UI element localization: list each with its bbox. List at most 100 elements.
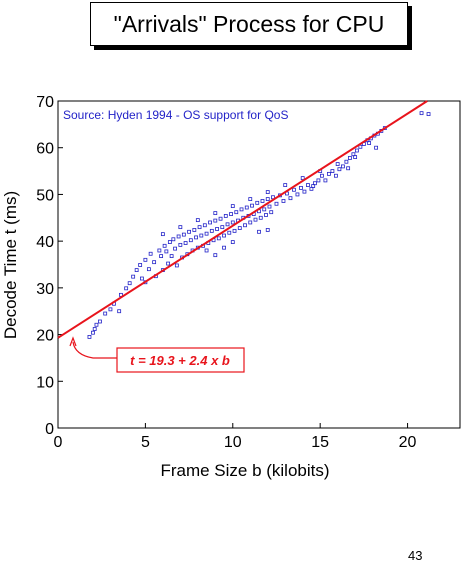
data-point: [340, 164, 345, 169]
data-point: [230, 240, 235, 244]
fit-equation-annotation: t = 19.3 + 2.4 x b: [69, 336, 245, 373]
data-point: [173, 246, 178, 251]
data-point: [195, 218, 200, 223]
data-point: [346, 166, 351, 171]
data-point: [92, 327, 97, 331]
x-axis-label: Frame Size b (kilobits): [160, 461, 329, 480]
x-tick-label: 0: [54, 434, 63, 451]
data-point: [281, 199, 286, 203]
data-point: [265, 197, 270, 202]
x-tick-label: 5: [141, 434, 150, 451]
y-tick-label: 20: [36, 328, 54, 345]
data-point: [316, 178, 321, 183]
data-point: [232, 228, 237, 233]
data-point: [353, 155, 358, 159]
data-point: [181, 232, 186, 237]
fit-line: [57, 100, 428, 339]
slide-title: "Arrivals" Process for CPU: [90, 2, 408, 46]
data-points: [87, 111, 431, 339]
y-tick-label: 30: [36, 281, 54, 298]
fit-equation-box: [116, 347, 245, 373]
data-point: [216, 236, 221, 241]
data-point: [267, 204, 272, 209]
data-point: [204, 231, 209, 236]
data-point: [159, 254, 164, 258]
data-point: [335, 162, 340, 166]
data-point: [250, 203, 254, 208]
data-point: [337, 167, 342, 172]
data-point: [98, 319, 102, 324]
data-point: [255, 200, 260, 205]
data-point: [300, 176, 305, 180]
data-point: [230, 204, 235, 209]
data-point: [87, 335, 92, 339]
data-point: [167, 240, 172, 244]
data-point: [171, 237, 176, 242]
data-point: [131, 274, 136, 279]
data-point: [292, 187, 296, 192]
data-point: [222, 233, 226, 238]
data-point: [426, 112, 431, 116]
y-tick-label: 0: [45, 421, 54, 438]
data-point: [237, 226, 242, 230]
data-point: [208, 220, 212, 225]
data-point: [138, 263, 143, 267]
x-tick-label: 15: [311, 434, 329, 451]
annotation-arrowhead: [69, 336, 77, 347]
data-point: [117, 309, 122, 314]
data-point: [306, 183, 310, 187]
data-point: [166, 261, 171, 266]
data-point: [169, 254, 174, 258]
data-point: [197, 225, 202, 230]
y-tick-label: 70: [36, 94, 54, 111]
data-point: [327, 171, 331, 176]
data-point: [94, 322, 99, 327]
data-point: [262, 207, 267, 212]
data-point: [265, 228, 270, 232]
data-point: [229, 212, 233, 216]
data-point: [218, 216, 223, 221]
data-point: [264, 213, 268, 217]
y-tick-label: 60: [36, 141, 54, 158]
data-point: [176, 234, 181, 239]
data-point: [274, 201, 279, 206]
data-point: [330, 169, 335, 173]
fit-line-group: [57, 100, 428, 339]
data-point: [257, 229, 261, 234]
data-point: [178, 242, 183, 247]
data-point: [265, 190, 270, 194]
annotation-leader-line: [72, 341, 117, 359]
data-point: [323, 178, 328, 183]
data-point: [227, 230, 232, 235]
data-point: [334, 173, 338, 178]
chart-axes: 0 5 10 15 20 0 10 20 30 40 50 60 70: [36, 94, 461, 451]
y-tick-label: 40: [36, 234, 54, 251]
y-tick-label: 10: [36, 374, 54, 391]
x-tick-label: 20: [399, 434, 417, 451]
data-point: [225, 222, 230, 227]
data-point: [234, 210, 239, 215]
data-point: [302, 189, 307, 194]
data-point: [103, 311, 108, 316]
data-point: [134, 268, 139, 273]
page-number: 43: [408, 548, 423, 563]
y-axis-label: Decode Time t (ms): [1, 191, 20, 339]
data-point: [162, 243, 167, 248]
data-point: [194, 235, 198, 240]
data-point: [253, 217, 258, 222]
source-annotation: Source: Hyden 1994 - OS support for QoS: [63, 108, 288, 122]
data-point: [223, 214, 228, 218]
data-point: [258, 215, 263, 220]
data-point: [269, 210, 274, 215]
data-point: [160, 232, 165, 237]
data-point: [213, 211, 218, 216]
data-point: [311, 184, 316, 188]
plot-frame: [57, 100, 461, 429]
data-point: [108, 307, 113, 312]
data-point: [139, 276, 144, 281]
data-point: [230, 220, 235, 225]
data-point: [288, 196, 293, 201]
data-point: [222, 245, 226, 250]
data-point: [188, 238, 193, 243]
data-point: [143, 257, 148, 262]
